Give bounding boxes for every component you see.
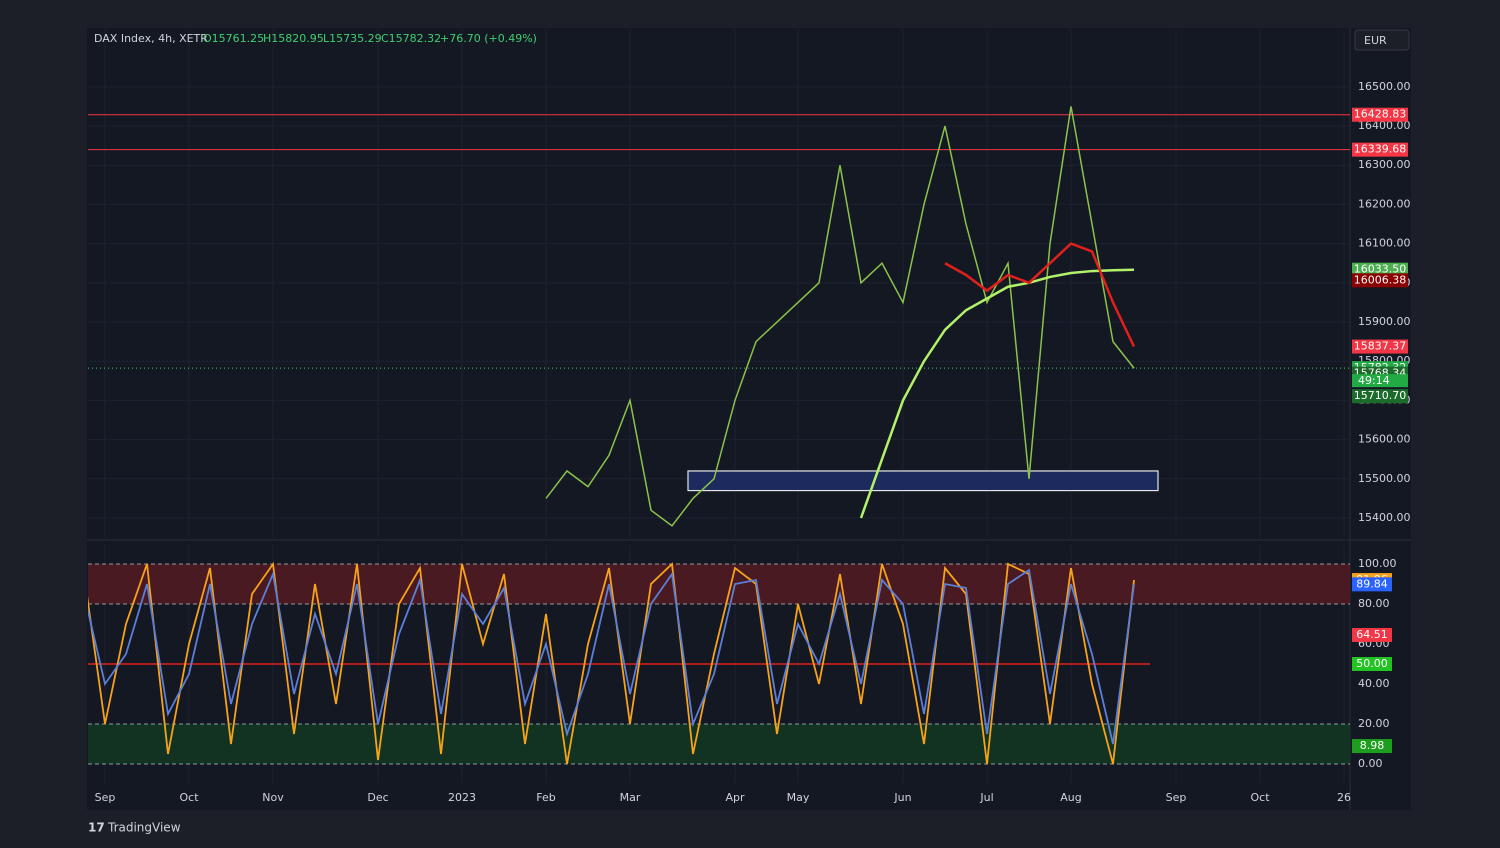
- level-tag: [1352, 142, 1408, 157]
- x-tick-label: Oct: [1250, 791, 1270, 804]
- countdown: 49:14: [1358, 374, 1390, 387]
- x-tick-label: Apr: [725, 791, 745, 804]
- osc-tag-label: 50.00: [1356, 657, 1388, 670]
- band: [88, 724, 1350, 764]
- x-tick-label: Nov: [262, 791, 284, 804]
- moving-average: [944, 242, 1136, 348]
- x-tick-label: Sep: [95, 791, 116, 804]
- y-tick-label: 16500.00: [1358, 80, 1411, 93]
- osc-tag: [1352, 739, 1392, 754]
- y-tick-label: 16300.00: [1358, 158, 1411, 171]
- price-tag-label: 16033.50: [1354, 263, 1407, 276]
- osc-tag-label: 64.51: [1356, 628, 1388, 641]
- level-label: 16339.68: [1354, 143, 1407, 156]
- chart-area: [87, 28, 1411, 810]
- high: H15820.95: [263, 32, 324, 45]
- oscillator-line: [88, 568, 1135, 745]
- y-tick-label: 15400.00: [1358, 511, 1411, 524]
- y-tick-label: 16100.00: [1358, 237, 1411, 250]
- x-tick-label: Mar: [620, 791, 641, 804]
- x-tick-label: Oct: [179, 791, 199, 804]
- close: C15782.32: [381, 32, 441, 45]
- currency[interactable]: EUR: [1364, 34, 1387, 47]
- price-tag: [1352, 273, 1408, 288]
- moving-average: [859, 268, 1135, 519]
- oscillator-line: [88, 561, 1135, 765]
- osc-tick-label: 100.00: [1358, 557, 1397, 570]
- osc-tag: [1352, 577, 1392, 592]
- price-tag: [1352, 339, 1408, 354]
- x-tick-label: Dec: [367, 791, 388, 804]
- x-tick-label: Sep: [1166, 791, 1187, 804]
- low: L15735.29: [323, 32, 382, 45]
- price-tag: [1352, 389, 1408, 404]
- price-tag: [1352, 262, 1408, 277]
- y-tick-label: 16400.00: [1358, 119, 1411, 132]
- osc-tick-label: 0.00: [1358, 757, 1383, 770]
- support-zone: [687, 470, 1159, 492]
- open: O15761.25: [203, 32, 264, 45]
- x-tick-label: Feb: [536, 791, 555, 804]
- price-pane: [88, 30, 1350, 538]
- y-tick-label: 15900.00: [1358, 315, 1411, 328]
- x-tick-label: Jun: [893, 791, 911, 804]
- axes: Sep Oct Nov Dec 2023 Feb Mar Apr May Jun Jul Aug Sep…: [95, 80, 1411, 804]
- symbol: DAX Index, 4h, XETR: [94, 32, 208, 45]
- osc-tag: [1352, 627, 1392, 642]
- osc-tag: [1352, 657, 1392, 671]
- band: [88, 564, 1350, 604]
- x-tick-label: 26: [1337, 791, 1351, 804]
- countdown-tag: [1352, 374, 1408, 388]
- logo-mark: 17: [88, 821, 105, 835]
- osc-tag-label: 89.84: [1356, 577, 1388, 590]
- price-line: [545, 106, 1135, 527]
- x-tick-label: Jul: [979, 791, 993, 804]
- osc-tag-label: 8.98: [1360, 739, 1385, 752]
- price-tag-label: 15837.37: [1354, 340, 1407, 353]
- x-tick-label: May: [787, 791, 810, 804]
- y-tick-label: 16200.00: [1358, 197, 1411, 210]
- osc-tick-label: 20.00: [1358, 717, 1390, 730]
- price-tag-label: 15710.70: [1354, 389, 1407, 402]
- change: +76.70 (+0.49%): [440, 32, 537, 45]
- y-tick-label: 15500.00: [1358, 472, 1411, 485]
- x-tick-label: Aug: [1060, 791, 1081, 804]
- oscillator-pane: [88, 545, 1350, 783]
- price-tag-label: 16006.38: [1354, 273, 1407, 286]
- level-label: 16428.83: [1354, 108, 1407, 121]
- brand: TradingView: [107, 821, 181, 835]
- y-tick-label: 15600.00: [1358, 433, 1411, 446]
- osc-tick-label: 40.00: [1358, 677, 1390, 690]
- x-tick-label: 2023: [448, 791, 476, 804]
- currency-button[interactable]: [1354, 29, 1410, 51]
- level-tag: [1352, 107, 1408, 122]
- osc-tick-label: 80.00: [1358, 597, 1390, 610]
